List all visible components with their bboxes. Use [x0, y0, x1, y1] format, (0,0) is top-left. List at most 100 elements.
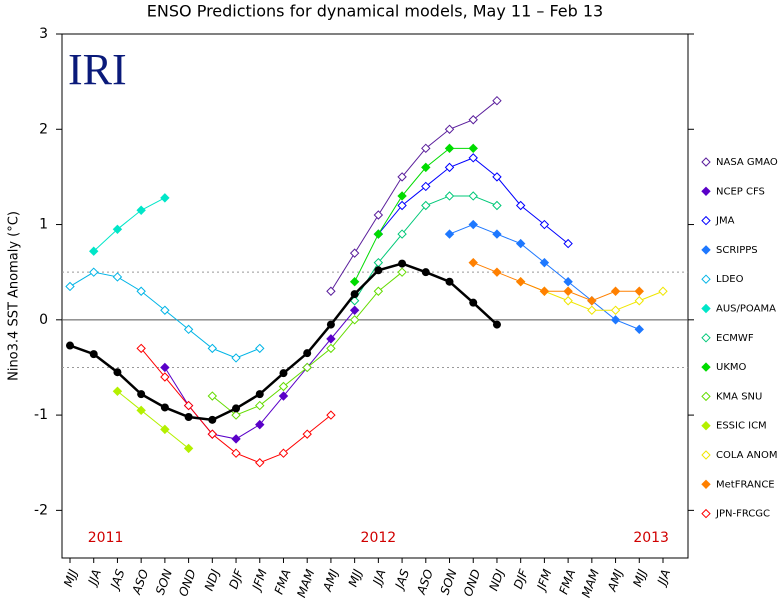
model-point [468, 191, 478, 201]
observed-point [279, 369, 288, 378]
legend-marker [701, 303, 711, 314]
legend-marker [701, 450, 711, 460]
x-tick-label: FMA [556, 567, 578, 596]
observed-point [445, 277, 454, 286]
observed-point [374, 266, 383, 275]
model-point [397, 172, 407, 182]
series-line [212, 271, 403, 416]
legend-label: COLA ANOM [716, 450, 778, 461]
model-point [112, 386, 123, 396]
model-point [610, 305, 621, 315]
model-point [492, 200, 502, 211]
x-tick-label: MAM [579, 567, 602, 600]
x-tick-label: ASO [129, 567, 151, 596]
x-tick-label: SON [438, 567, 460, 596]
model-point [278, 448, 289, 458]
x-tick-label: FMA [272, 567, 294, 596]
year-label: 2011 [88, 530, 124, 546]
legend-label: MetFRANCE [716, 479, 775, 490]
model-point [302, 429, 312, 439]
model-point [231, 353, 241, 363]
legend-label: KMA SNU [716, 391, 762, 402]
model-point [397, 229, 407, 239]
model-point [444, 124, 455, 134]
model-point [112, 224, 123, 235]
model-point [255, 343, 265, 354]
model-point [492, 95, 502, 106]
y-tick-label: 2 [39, 121, 48, 137]
model-point [587, 305, 597, 315]
model-point [160, 372, 170, 382]
model-point [112, 272, 123, 282]
x-tick-label: MJJ [346, 567, 365, 589]
observed-point [350, 290, 359, 299]
model-point [65, 281, 75, 292]
observed-point [89, 350, 98, 359]
model-point [373, 286, 384, 296]
model-point [255, 458, 265, 468]
model-point [326, 334, 336, 344]
model-point [255, 419, 265, 430]
model-point [207, 343, 218, 354]
model-point [326, 286, 336, 296]
observed-point [208, 415, 217, 424]
model-point [349, 305, 360, 315]
y-tick-label: -1 [34, 407, 48, 423]
legend-marker [701, 508, 711, 519]
model-point [231, 434, 241, 444]
legend-label: SCRIPPS [716, 245, 758, 256]
series-line [69, 271, 260, 359]
model-point [160, 424, 170, 435]
model-point [278, 391, 289, 401]
legend-marker [701, 333, 711, 343]
x-tick-label: JFM [249, 567, 270, 594]
logo: IRI [68, 45, 127, 94]
model-point [444, 191, 455, 201]
x-tick-label: JJA [369, 567, 388, 588]
model-point [515, 200, 526, 211]
observed-point [421, 268, 430, 277]
observed-point [66, 341, 74, 350]
model-point [160, 193, 170, 203]
legend-marker [701, 157, 711, 167]
model-point [468, 153, 478, 163]
legend-marker [701, 215, 711, 226]
x-tick-label: MAM [294, 567, 317, 600]
model-point [563, 277, 573, 287]
x-tick-label: MJJ [61, 567, 80, 589]
x-tick-label: DJF [511, 566, 531, 590]
model-point [349, 248, 360, 258]
observed-point [137, 390, 146, 399]
observed-point [303, 349, 312, 358]
legend-label: JMA [715, 216, 735, 227]
observed-point [492, 320, 501, 329]
model-point [492, 172, 502, 182]
model-point [278, 381, 289, 392]
model-point [160, 362, 170, 373]
legend-marker [701, 391, 711, 402]
model-point [183, 400, 194, 411]
observed-point [326, 320, 335, 329]
observed-point [232, 404, 241, 413]
series-line [354, 147, 474, 282]
x-tick-label: NDJ [486, 567, 507, 593]
legend-label: NCEP CFS [716, 186, 765, 197]
year-label: 2013 [633, 530, 669, 546]
model-point [658, 286, 668, 296]
observed-point [469, 298, 478, 307]
series-line [354, 195, 498, 302]
model-point [231, 410, 241, 420]
x-tick-label: DJF [226, 566, 246, 590]
y-tick-label: -2 [34, 502, 48, 518]
legend-label: UKMO [716, 362, 747, 373]
series-line [93, 197, 166, 252]
y-tick-label: 1 [39, 217, 48, 233]
x-tick-label: AMJ [605, 567, 626, 594]
model-point [634, 296, 644, 306]
model-point [349, 315, 360, 325]
model-point [468, 257, 478, 268]
model-point [373, 210, 384, 220]
model-point [468, 143, 478, 154]
model-point [421, 200, 431, 211]
